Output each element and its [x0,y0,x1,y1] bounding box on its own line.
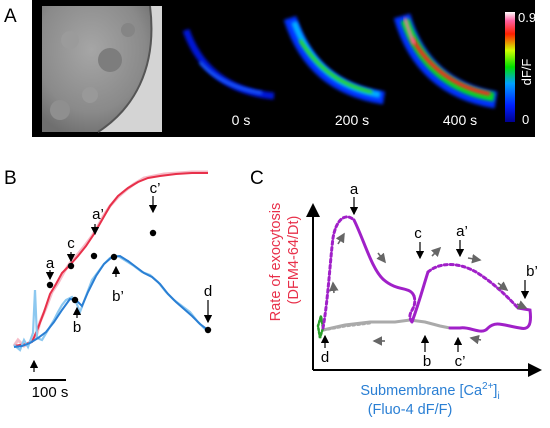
x-axis-label: Submembrane [Ca2+]i [360,381,499,402]
phase-label-c: c [414,225,422,242]
x-axis-label-sub: i [497,391,499,402]
trace-label-b-prime: b’ [112,288,124,305]
time-scale-label: 100 s [32,384,69,401]
phase-label-b: b [423,353,431,370]
phase-label-d: d [321,349,329,366]
time-label-200s: 200 s [335,112,369,128]
brightfield-image [42,5,162,133]
trace-label-a-prime: a’ [92,206,104,223]
fluorescence-image-0s [182,28,275,100]
phase-point-arrows [320,197,530,352]
trace-label-a: a [46,255,55,272]
trace-label-d: d [204,283,212,300]
trace-label-b: b [73,319,81,336]
panel-a-letter: A [4,6,17,27]
phase-loop [316,215,532,339]
y-axis-label: Rate of exocytosis (DFM4-64/Dt) [268,199,302,322]
colorbar-label: dF/F [519,59,534,86]
panel-b-letter: B [4,168,17,189]
y-axis-label-line2: (DFM4-64/Dt) [286,216,302,305]
phase-label-c-prime: c’ [455,353,466,370]
colorbar-min: 0 [522,112,529,127]
colorbar [505,12,515,122]
phase-label-b-prime: b’ [526,263,538,280]
direction-arrows [329,232,528,346]
x-axis-label-close: ] [493,383,497,399]
trace-arrows [29,196,213,372]
trace-label-c-prime: c’ [150,180,161,197]
time-label-400s: 400 s [443,112,477,128]
phase-plot-axes [306,203,542,377]
x-axis-label-prefix: Submembrane [Ca [360,383,483,399]
panel-c-letter: C [250,168,264,189]
fluorescence-image-400s [393,13,498,109]
trace-markers [46,229,212,334]
time-label-0s: 0 s [232,112,251,128]
phase-label-a-prime: a’ [456,223,468,240]
y-axis-label-line1: Rate of exocytosis [268,203,284,321]
trace-label-c: c [67,235,75,252]
calcium-trace [13,254,211,352]
x-axis-label-line2: (Fluo-4 dF/F) [368,402,453,418]
x-axis-label-sup: 2+ [482,381,494,392]
phase-label-a: a [350,181,359,198]
fluorescence-image-200s [283,15,386,105]
colorbar-max: 0.9 [518,10,536,25]
